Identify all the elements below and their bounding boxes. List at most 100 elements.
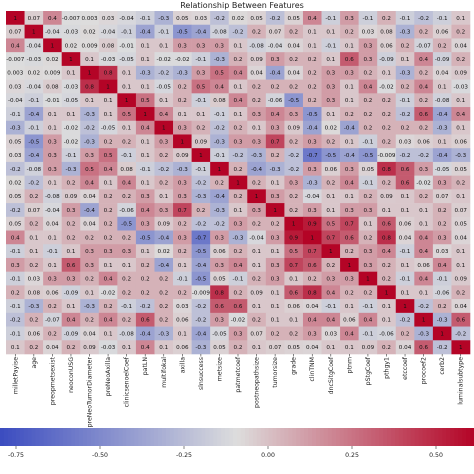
- cell-value-label: 0.1: [401, 290, 410, 296]
- cell-value-label: 0.03: [362, 30, 375, 36]
- cell-value-label: 0.2: [234, 167, 243, 173]
- heatmap-cell: [395, 326, 415, 341]
- cell-value-label: 0.2: [85, 318, 94, 324]
- colorbar-segment: [158, 428, 163, 446]
- cell-value-label: 0.3: [308, 167, 317, 173]
- heatmap-cell: [154, 175, 174, 190]
- heatmap-cell: [414, 134, 434, 149]
- cell-value-label: 0.4: [234, 98, 243, 104]
- heatmap-cell: [284, 65, 304, 80]
- heatmap-cell: [321, 161, 341, 176]
- heatmap-cell: [247, 148, 267, 163]
- cell-value-label: 0.1: [48, 263, 57, 269]
- heatmap-cell: [24, 93, 44, 108]
- heatmap-cell: [6, 65, 25, 80]
- cell-value-label: -0.1: [400, 98, 411, 104]
- heatmap-cell: [135, 326, 155, 341]
- cell-value-label: -0.01: [45, 98, 60, 104]
- heatmap-cell: [210, 326, 230, 341]
- cell-value-label: -0.5: [177, 30, 188, 36]
- heatmap-cell: [117, 299, 137, 314]
- cell-value-label: -0.1: [10, 331, 21, 337]
- colorbar-segment: [82, 428, 88, 446]
- heatmap-cell: [302, 257, 322, 272]
- cell-value-label: 0.7: [308, 249, 317, 255]
- heatmap-cell: [61, 216, 81, 231]
- heatmap-cell: [228, 244, 248, 259]
- cell-value-label: -0.04: [119, 16, 134, 22]
- cell-value-label: 0.1: [29, 249, 38, 255]
- cell-value-label: 0.4: [85, 181, 94, 187]
- cell-value-label: 0.02: [158, 249, 170, 255]
- heatmap-cell: [377, 244, 397, 259]
- cell-value-label: 0.1: [104, 331, 113, 337]
- cell-value-label: -0.3: [10, 126, 21, 132]
- cell-value-label: 0.2: [159, 277, 168, 283]
- heatmap-cell: [135, 38, 155, 53]
- cell-value-label: 0.3: [438, 235, 447, 241]
- cell-value-label: 0.2: [271, 153, 280, 159]
- heatmap-cell: [98, 79, 118, 94]
- heatmap-cell: [432, 120, 452, 135]
- cell-value-label: -0.04: [268, 43, 283, 49]
- cell-value-label: -0.07: [416, 43, 431, 49]
- heatmap-cell: [451, 107, 471, 122]
- heatmap-cell: [135, 230, 155, 245]
- colorbar-segment: [276, 428, 281, 446]
- heatmap-cell: [43, 134, 62, 149]
- heatmap-cell: [117, 24, 137, 39]
- heatmap-cell: [395, 257, 415, 272]
- colorbar-segment: [63, 428, 68, 446]
- cell-value-label: -0.1: [437, 16, 448, 22]
- heatmap-cell: [284, 340, 304, 355]
- colorbar-segment: [134, 428, 139, 446]
- cell-value-label: 0.1: [67, 249, 76, 255]
- cell-value-label: 0.09: [454, 71, 467, 77]
- heatmap-cell: [173, 230, 192, 245]
- cell-value-label: 0.2: [438, 43, 447, 49]
- x-tick-label: patLN: [142, 357, 149, 376]
- colorbar-segment: [0, 428, 5, 446]
- heatmap-cell: [321, 189, 341, 204]
- heatmap-cell: [154, 230, 174, 245]
- heatmap-cell: [302, 244, 322, 259]
- colorbar-segment: [3, 428, 9, 446]
- cell-value-label: 1: [273, 208, 277, 214]
- heatmap-cell: [98, 244, 118, 259]
- heatmap-cell: [451, 299, 471, 314]
- heatmap-cell: [284, 79, 304, 94]
- colorbar-segment: [347, 428, 352, 446]
- colorbar-segment: [252, 428, 258, 446]
- heatmap-cell: [43, 257, 62, 272]
- heatmap-cell: [265, 326, 285, 341]
- cell-value-label: 0.1: [456, 249, 465, 255]
- heatmap-cell: [340, 79, 359, 94]
- cell-value-label: 0.07: [436, 194, 449, 200]
- cell-value-label: 0.4: [419, 84, 428, 90]
- heatmap-cell: [358, 257, 378, 272]
- heatmap-cell: [43, 79, 62, 94]
- heatmap-cell: [154, 148, 174, 163]
- cell-value-label: 0.07: [28, 16, 41, 22]
- cell-value-label: 0.3: [234, 139, 243, 145]
- cell-value-label: 0.5: [104, 153, 113, 159]
- heatmap-cell: [247, 107, 267, 122]
- colorbar-segment: [438, 428, 443, 446]
- heatmap-cell: [247, 161, 267, 176]
- heatmap-cell: [191, 11, 211, 26]
- cell-value-label: 0.2: [289, 331, 298, 337]
- heatmap-cell-labels: 1 0.07 0.4 -0.007 0.003 0.03 -0.04 -0.1 -0.3 0.05…: [6, 16, 468, 351]
- heatmap-cell: [154, 52, 174, 67]
- cell-value-label: -0.3: [437, 318, 448, 324]
- heatmap-cell: [24, 326, 44, 341]
- cell-value-label: 0.1: [456, 126, 465, 132]
- heatmap-cell: [414, 244, 434, 259]
- cell-value-label: 0.2: [345, 30, 354, 36]
- heatmap-cell: [414, 216, 434, 231]
- cell-value-label: -0.4: [344, 153, 355, 159]
- heatmap-cell: [340, 175, 359, 190]
- heatmap-cell: [247, 93, 267, 108]
- heatmap-cell: [302, 175, 322, 190]
- heatmap-cell: [247, 203, 267, 218]
- x-tick-label: ptnm: [346, 357, 353, 373]
